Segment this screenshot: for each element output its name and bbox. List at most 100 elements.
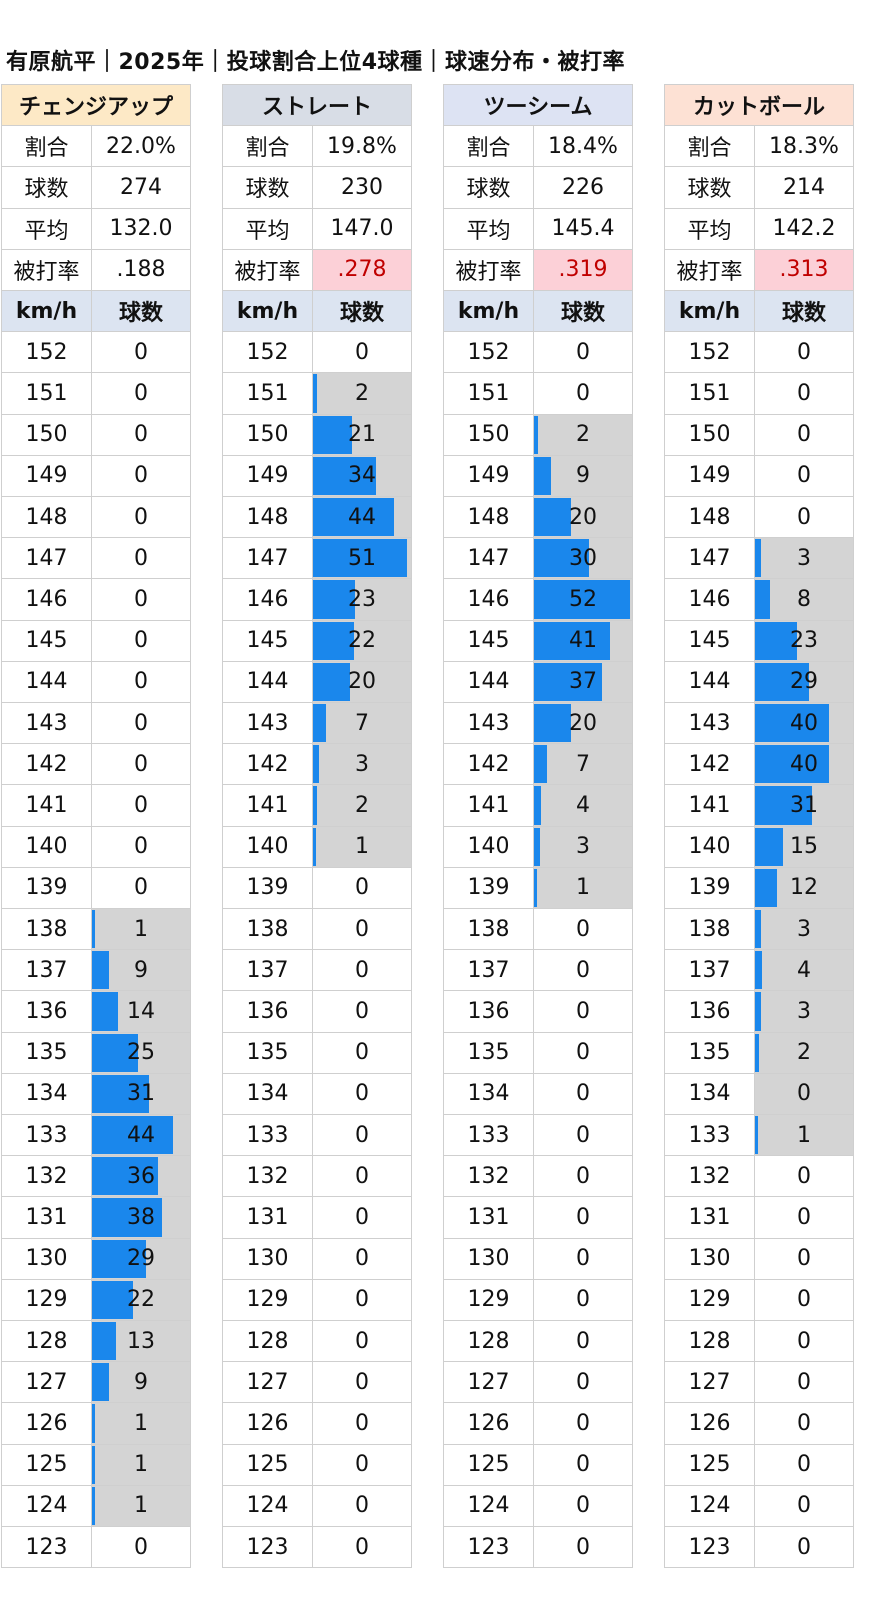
count-cell: 1 <box>91 1443 191 1486</box>
count-value: 0 <box>134 1534 148 1560</box>
count-value: 0 <box>134 751 148 777</box>
count-value: 0 <box>355 339 369 365</box>
speed-label: 131 <box>222 1196 313 1239</box>
speed-label: 151 <box>443 372 534 415</box>
count-cell: 29 <box>91 1237 191 1280</box>
pitch-name: チェンジアップ <box>1 84 191 127</box>
bar-background <box>313 785 411 826</box>
count-value: 22 <box>127 1287 155 1313</box>
count-value: 29 <box>127 1246 155 1272</box>
count-cell: 51 <box>312 537 412 580</box>
count-cell: 0 <box>312 1526 412 1569</box>
speed-label: 135 <box>443 1031 534 1074</box>
count-value: 52 <box>569 586 597 612</box>
count-value: 23 <box>790 628 818 654</box>
count-bar <box>313 704 326 743</box>
count-value: 0 <box>134 710 148 736</box>
count-value: 0 <box>576 1163 590 1189</box>
count-cell: 0 <box>754 372 854 415</box>
speed-label: 136 <box>443 990 534 1033</box>
count-bar <box>92 1363 109 1402</box>
count-cell: 0 <box>312 1237 412 1280</box>
speed-label: 144 <box>1 660 92 703</box>
count-bar <box>92 1157 159 1196</box>
speed-label: 139 <box>1 866 92 909</box>
bar-background <box>534 744 632 785</box>
count-value: 0 <box>797 1534 811 1560</box>
count-cell: 44 <box>91 1114 191 1157</box>
stat-label: 球数 <box>1 166 92 209</box>
speed-label: 136 <box>1 990 92 1033</box>
count-value: 0 <box>134 792 148 818</box>
speed-label: 124 <box>222 1484 313 1527</box>
count-cell: 0 <box>754 1155 854 1198</box>
count-value: 14 <box>127 998 155 1024</box>
count-cell: 23 <box>754 619 854 662</box>
count-cell: 0 <box>533 1155 633 1198</box>
count-cell: 0 <box>754 496 854 539</box>
count-bar <box>534 621 610 660</box>
count-cell: 0 <box>533 1072 633 1115</box>
count-cell: 20 <box>533 496 633 539</box>
count-bar <box>755 1033 759 1072</box>
bar-background <box>755 909 853 950</box>
bar-background <box>92 1485 190 1526</box>
count-cell: 0 <box>312 1114 412 1157</box>
speed-label: 149 <box>1 454 92 497</box>
speed-label: 126 <box>1 1402 92 1445</box>
count-cell: 0 <box>91 331 191 374</box>
count-cell: 52 <box>533 578 633 621</box>
pitch-table: チェンジアップ 割合 22.0% 球数 274 平均 132.0 被打率 .188 km/h 球数 1… <box>1 84 191 1569</box>
stat-value: 22.0% <box>91 125 191 168</box>
count-value: 2 <box>355 792 369 818</box>
count-bar <box>534 827 540 866</box>
count-cell: 14 <box>91 990 191 1033</box>
count-cell: 0 <box>533 990 633 1033</box>
speed-label: 140 <box>1 825 92 868</box>
stat-label: 平均 <box>443 207 534 250</box>
pitch-name: ストレート <box>222 84 412 127</box>
speed-label: 146 <box>664 578 755 621</box>
count-value: 0 <box>134 504 148 530</box>
stat-value: .313 <box>754 248 854 291</box>
count-bar <box>92 1074 150 1113</box>
count-bar <box>313 662 350 701</box>
speed-label: 123 <box>664 1526 755 1569</box>
count-value: 2 <box>576 422 590 448</box>
count-value: 3 <box>576 834 590 860</box>
speed-label: 150 <box>664 413 755 456</box>
speed-label: 132 <box>443 1155 534 1198</box>
count-value: 0 <box>797 1493 811 1519</box>
speed-label: 141 <box>222 784 313 827</box>
count-cell: 0 <box>312 1278 412 1321</box>
count-value: 0 <box>576 1452 590 1478</box>
count-cell: 20 <box>533 702 633 745</box>
count-cell: 0 <box>91 454 191 497</box>
count-cell: 1 <box>91 1402 191 1445</box>
count-bar <box>92 992 118 1031</box>
stat-value: 226 <box>533 166 633 209</box>
speed-label: 148 <box>664 496 755 539</box>
speed-label: 150 <box>1 413 92 456</box>
speed-label: 123 <box>1 1526 92 1569</box>
count-value: 0 <box>797 422 811 448</box>
speed-label: 143 <box>1 702 92 745</box>
speed-label: 152 <box>1 331 92 374</box>
stat-label: 割合 <box>1 125 92 168</box>
count-value: 0 <box>134 586 148 612</box>
count-cell: 7 <box>312 702 412 745</box>
speed-label: 152 <box>443 331 534 374</box>
speed-label: 147 <box>664 537 755 580</box>
count-cell: 36 <box>91 1155 191 1198</box>
speed-label: 140 <box>222 825 313 868</box>
count-cell: 0 <box>312 1443 412 1486</box>
speed-label: 134 <box>1 1072 92 1115</box>
count-value: 1 <box>576 875 590 901</box>
count-cell: 0 <box>91 784 191 827</box>
count-bar <box>313 745 319 784</box>
bar-background <box>313 373 411 414</box>
count-bar <box>755 621 798 660</box>
count-value: 0 <box>576 1081 590 1107</box>
stat-value: 18.3% <box>754 125 854 168</box>
speed-label: 131 <box>443 1196 534 1239</box>
